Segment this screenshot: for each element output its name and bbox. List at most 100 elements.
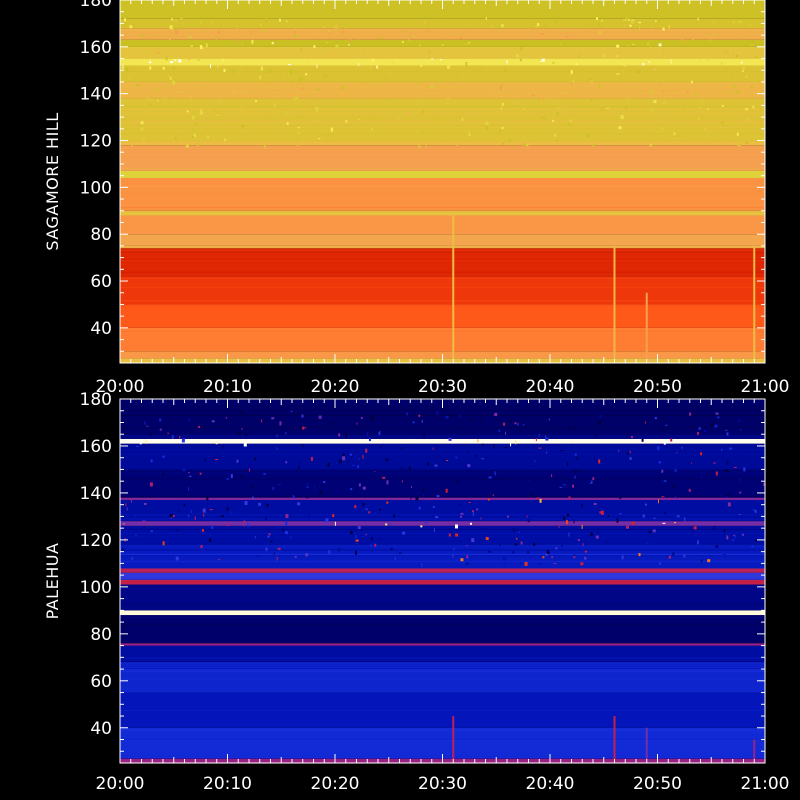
spectrogram-speckle xyxy=(657,477,660,480)
spectrogram-speckle xyxy=(662,51,665,55)
texture-line xyxy=(120,168,765,170)
texture-line xyxy=(120,250,765,252)
spectrogram-speckle xyxy=(721,431,723,434)
spectrogram-speckle xyxy=(276,89,279,91)
spectrogram-speckle xyxy=(458,503,461,506)
spectrogram-speckle xyxy=(297,127,300,129)
spectrogram-speckle xyxy=(658,83,660,86)
spectrogram-speckle xyxy=(169,514,173,518)
spectrogram-speckle xyxy=(455,524,459,529)
spectrogram-speckle xyxy=(364,137,367,139)
texture-line xyxy=(120,545,765,547)
spectrogram-speckle xyxy=(130,111,132,114)
spectrogram-speckle xyxy=(733,466,737,468)
spectrogram-speckle xyxy=(668,24,670,29)
y-tick-label: 160 xyxy=(80,437,112,457)
texture-line xyxy=(120,300,765,302)
spectrogram-speckle xyxy=(371,128,373,131)
spectrogram-speckle xyxy=(149,66,152,70)
spectrogram-speckle xyxy=(240,411,243,415)
spectrogram-speckle xyxy=(232,119,235,122)
spectrogram-speckle xyxy=(167,432,170,434)
texture-line xyxy=(120,410,765,412)
spectrogram-speckle xyxy=(334,25,338,29)
spectrogram-speckle xyxy=(244,519,246,522)
spectrogram-speckle xyxy=(762,78,765,82)
spectrogram-speckle xyxy=(564,104,567,109)
spectrogram-speckle xyxy=(170,18,173,21)
spectrogram-speckle xyxy=(191,127,195,132)
spectrogram-speckle xyxy=(487,498,490,501)
spectrogram-speckle xyxy=(290,536,292,540)
spectrogram-speckle xyxy=(557,107,560,110)
spectrogram-speckle xyxy=(745,108,749,111)
spectrogram-speckle xyxy=(615,55,619,57)
spectrogram-band xyxy=(120,645,765,663)
texture-line xyxy=(120,226,765,228)
spectrogram-speckle xyxy=(652,50,654,54)
spectrogram-speckle xyxy=(661,496,665,498)
texture-line xyxy=(120,560,765,562)
texture-line xyxy=(120,133,765,135)
spectrogram-speckle xyxy=(192,111,195,115)
spectrogram-speckle xyxy=(558,525,560,528)
spectrogram-speckle xyxy=(676,452,678,454)
texture-line xyxy=(120,661,765,663)
texture-line xyxy=(120,128,765,130)
spectrogram-speckle xyxy=(655,448,657,452)
spectrogram-speckle xyxy=(123,523,125,525)
spectrogram-band xyxy=(120,304,765,328)
spectrogram-speckle xyxy=(568,426,570,431)
spectrogram-speckle xyxy=(742,67,745,69)
spectrogram-speckle xyxy=(218,559,221,561)
spectrogram-speckle xyxy=(290,410,293,412)
y-tick-label: 80 xyxy=(90,225,112,245)
spectrogram-speckle xyxy=(136,84,140,87)
texture-line xyxy=(120,408,765,410)
x-tick-label: 20:50 xyxy=(633,774,682,794)
spectrogram-speckle xyxy=(354,505,357,509)
spectrogram-speckle xyxy=(263,472,266,475)
spectrogram-speckle xyxy=(305,497,309,499)
spectrogram-speckle xyxy=(245,478,248,480)
texture-line xyxy=(120,214,765,216)
spectrogram-speckle xyxy=(415,497,419,501)
spectrogram-speckle xyxy=(534,460,536,463)
spectrogram-speckle xyxy=(485,17,487,21)
spectrogram-speckle xyxy=(224,138,227,141)
spectrogram-speckle xyxy=(386,501,389,504)
spectrogram-speckle xyxy=(366,87,369,89)
spectrogram-speckle xyxy=(566,513,569,517)
spectrogram-speckle xyxy=(244,500,248,505)
spectrogram-speckle xyxy=(254,536,256,539)
spectrogram-speckle xyxy=(536,137,539,140)
spectrogram-speckle xyxy=(601,19,604,22)
spectrogram-speckle xyxy=(725,469,729,473)
spectrogram-speckle xyxy=(459,515,462,518)
spectrogram-speckle xyxy=(650,28,653,31)
spectrogram-band xyxy=(120,497,765,500)
spectrogram-speckle xyxy=(669,520,671,522)
texture-line xyxy=(120,198,765,200)
spectrogram-speckle xyxy=(175,29,179,34)
spectrogram-speckle xyxy=(445,416,449,419)
spectrogram-speckle xyxy=(545,435,547,438)
spectrogram-speckle xyxy=(592,477,595,481)
spectrogram-speckle xyxy=(545,437,549,441)
spectrogram-speckle xyxy=(162,137,164,140)
spectrogram-speckle xyxy=(134,534,137,537)
x-tick-label: 20:40 xyxy=(526,774,575,794)
texture-line xyxy=(120,472,765,474)
spectrogram-speckle xyxy=(649,93,652,96)
spectrogram-speckle xyxy=(185,144,189,148)
spectrogram-speckle xyxy=(528,27,531,29)
spectrogram-speckle xyxy=(341,86,345,90)
spectrogram-speckle xyxy=(732,539,734,542)
spectrogram-speckle xyxy=(540,60,543,62)
spectrogram-speckle xyxy=(252,33,254,37)
spectrogram-speckle xyxy=(211,21,213,25)
spectrogram-speckle xyxy=(382,443,385,448)
spectrogram-speckle xyxy=(691,462,693,464)
texture-line xyxy=(120,204,765,206)
spectrogram-speckle xyxy=(165,85,168,89)
